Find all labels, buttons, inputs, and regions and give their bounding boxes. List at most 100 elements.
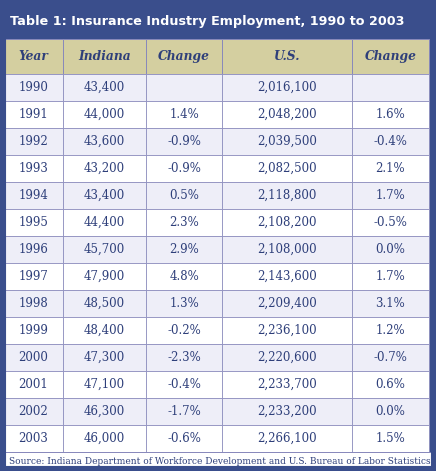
Text: 2000: 2000 (19, 351, 48, 364)
Text: Source: Indiana Department of Workforce Development and U.S. Bureau of Labor Sta: Source: Indiana Department of Workforce … (9, 457, 431, 466)
Text: 1.7%: 1.7% (375, 270, 405, 283)
Bar (63, 398, 146, 425)
Bar (222, 344, 352, 371)
Text: 2,048,200: 2,048,200 (258, 108, 317, 121)
Bar (4, 209, 63, 236)
Text: -0.2%: -0.2% (167, 324, 201, 337)
Bar (4, 344, 63, 371)
Bar (222, 155, 352, 182)
Bar (63, 263, 146, 290)
Text: 2003: 2003 (19, 432, 48, 445)
Bar (146, 398, 222, 425)
Bar (222, 39, 352, 74)
Text: 2,108,200: 2,108,200 (258, 216, 317, 229)
Text: Table 1: Insurance Industry Employment, 1990 to 2003: Table 1: Insurance Industry Employment, … (10, 15, 405, 28)
Bar (352, 155, 429, 182)
Bar (222, 128, 352, 155)
Bar (146, 182, 222, 209)
Bar (352, 371, 429, 398)
Bar (146, 290, 222, 317)
Text: 45,700: 45,700 (84, 243, 125, 256)
Text: -1.7%: -1.7% (167, 405, 201, 418)
Text: -0.4%: -0.4% (167, 378, 201, 391)
Text: 2002: 2002 (19, 405, 48, 418)
Text: 0.0%: 0.0% (375, 243, 405, 256)
Text: 2,209,400: 2,209,400 (258, 297, 317, 310)
Text: 48,400: 48,400 (84, 324, 125, 337)
Bar (222, 263, 352, 290)
Bar (222, 290, 352, 317)
Text: -2.3%: -2.3% (167, 351, 201, 364)
Bar (63, 155, 146, 182)
Text: 0.0%: 0.0% (375, 405, 405, 418)
Bar (222, 371, 352, 398)
Bar (4, 236, 63, 263)
Text: 1991: 1991 (19, 108, 48, 121)
Bar (63, 74, 146, 101)
Bar (4, 182, 63, 209)
Bar (4, 74, 63, 101)
Text: 2,266,100: 2,266,100 (258, 432, 317, 445)
Bar (146, 425, 222, 452)
Text: 2.3%: 2.3% (169, 216, 199, 229)
Text: 1.6%: 1.6% (375, 108, 405, 121)
Bar (352, 101, 429, 128)
Text: 43,200: 43,200 (84, 162, 125, 175)
Text: 2,143,600: 2,143,600 (258, 270, 317, 283)
Text: 0.6%: 0.6% (375, 378, 405, 391)
Bar (4, 128, 63, 155)
Bar (222, 101, 352, 128)
Text: 4.8%: 4.8% (169, 270, 199, 283)
Bar (146, 371, 222, 398)
Bar (63, 182, 146, 209)
Bar (352, 182, 429, 209)
Text: -0.5%: -0.5% (374, 216, 407, 229)
Text: 46,000: 46,000 (84, 432, 125, 445)
Text: Change: Change (364, 50, 416, 63)
Bar (222, 317, 352, 344)
Text: 43,400: 43,400 (84, 189, 125, 202)
Bar (146, 128, 222, 155)
Bar (146, 344, 222, 371)
Bar (222, 398, 352, 425)
Bar (146, 74, 222, 101)
Text: 43,600: 43,600 (84, 135, 125, 148)
Bar (4, 452, 432, 471)
Bar (222, 74, 352, 101)
Text: -0.6%: -0.6% (167, 432, 201, 445)
Text: 1.7%: 1.7% (375, 189, 405, 202)
Bar (63, 209, 146, 236)
Bar (4, 101, 63, 128)
Text: 2,016,100: 2,016,100 (258, 81, 317, 94)
Bar (63, 371, 146, 398)
Text: 43,400: 43,400 (84, 81, 125, 94)
Text: 1999: 1999 (19, 324, 48, 337)
Bar (352, 39, 429, 74)
Bar (146, 101, 222, 128)
Text: -0.9%: -0.9% (167, 162, 201, 175)
Bar (63, 290, 146, 317)
Text: 1995: 1995 (19, 216, 48, 229)
Bar (222, 209, 352, 236)
Bar (146, 236, 222, 263)
Bar (146, 263, 222, 290)
Text: 1.4%: 1.4% (169, 108, 199, 121)
Bar (352, 344, 429, 371)
Bar (4, 290, 63, 317)
Text: 1.5%: 1.5% (375, 432, 405, 445)
Bar (146, 317, 222, 344)
Bar (352, 290, 429, 317)
Text: 2.9%: 2.9% (169, 243, 199, 256)
Text: 1994: 1994 (19, 189, 48, 202)
Text: 2,233,700: 2,233,700 (258, 378, 317, 391)
Text: 0.5%: 0.5% (169, 189, 199, 202)
Text: 44,400: 44,400 (84, 216, 125, 229)
Text: 2,236,100: 2,236,100 (258, 324, 317, 337)
Text: -0.4%: -0.4% (374, 135, 407, 148)
Text: 2,082,500: 2,082,500 (258, 162, 317, 175)
Bar (63, 344, 146, 371)
Text: Change: Change (158, 50, 210, 63)
Bar (63, 236, 146, 263)
Text: 46,300: 46,300 (84, 405, 125, 418)
Text: 2.1%: 2.1% (376, 162, 405, 175)
